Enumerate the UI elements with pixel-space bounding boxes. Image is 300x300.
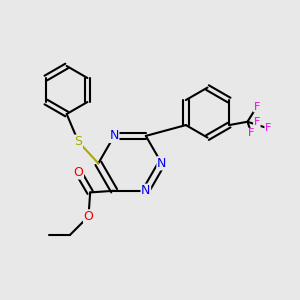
Text: O: O	[84, 210, 93, 223]
Text: F: F	[254, 117, 260, 127]
Text: F: F	[265, 123, 271, 134]
Text: F: F	[248, 128, 255, 138]
Text: F: F	[254, 102, 260, 112]
Text: N: N	[110, 129, 119, 142]
Text: S: S	[74, 135, 82, 148]
Text: N: N	[141, 184, 151, 197]
Text: N: N	[157, 157, 166, 170]
Text: O: O	[74, 166, 83, 179]
